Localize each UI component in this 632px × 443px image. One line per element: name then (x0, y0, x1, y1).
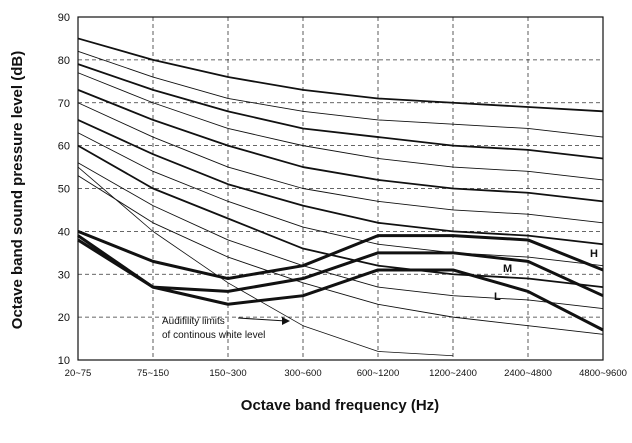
x-tick-label: 20~75 (65, 368, 92, 379)
series-line (77, 144, 604, 289)
x-tick-label: 300~600 (284, 368, 321, 379)
x-tick-label: 2400~4800 (504, 368, 552, 379)
x-tick-label: 75~150 (137, 368, 169, 379)
series-line (77, 37, 604, 113)
y-tick-label: 70 (58, 98, 70, 110)
y-tick-label: 20 (58, 312, 70, 324)
series-line (77, 234, 604, 298)
series-line (77, 50, 604, 138)
x-tick-label: 1200~2400 (429, 368, 477, 379)
series-line (77, 132, 604, 267)
annotation-arrow (237, 317, 287, 322)
series-line (77, 166, 454, 357)
series-line (77, 238, 604, 332)
series-line (77, 102, 604, 224)
series-line (77, 89, 604, 203)
annotation: of continous white level (162, 330, 265, 341)
annotation: Audifility limits (162, 316, 225, 327)
series-line (77, 72, 604, 181)
y-tick-label: 10 (58, 355, 70, 367)
x-tick-label: 4800~9600 (579, 368, 627, 379)
series-line (77, 175, 604, 335)
series-line (77, 229, 604, 281)
y-axis-label: Octave band sound pressure level (dB) (9, 51, 26, 329)
series-label: M (503, 263, 512, 275)
y-tick-label: 30 (58, 269, 70, 281)
series-line (77, 119, 604, 246)
y-tick-label: 80 (58, 55, 70, 67)
y-tick-label: 60 (58, 141, 70, 153)
y-tick-label: 40 (58, 226, 70, 238)
plot-frame (77, 16, 604, 361)
series-line (77, 63, 604, 160)
arrow-head (282, 317, 290, 325)
y-tick-label: 50 (58, 184, 70, 196)
x-tick-label: 600~1200 (357, 368, 400, 379)
series-line (77, 162, 604, 309)
x-tick-label: 150~300 (209, 368, 246, 379)
series-label: H (590, 248, 598, 260)
series-label: L (494, 291, 501, 303)
y-tick-label: 90 (58, 12, 70, 24)
x-axis-label: Octave band frequency (Hz) (241, 397, 439, 414)
